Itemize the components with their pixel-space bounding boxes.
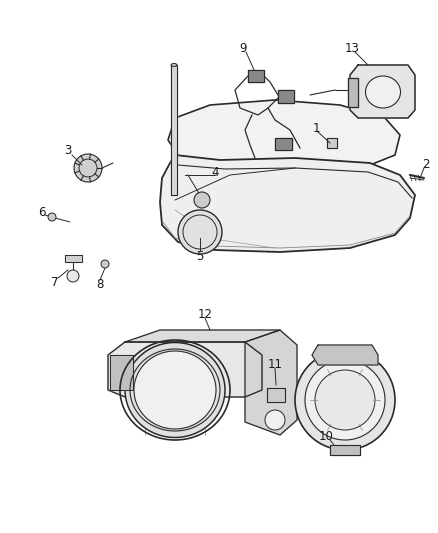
Polygon shape bbox=[312, 345, 378, 365]
Text: 6: 6 bbox=[38, 206, 46, 219]
Polygon shape bbox=[125, 330, 280, 342]
Circle shape bbox=[67, 270, 79, 282]
Polygon shape bbox=[278, 90, 294, 103]
Circle shape bbox=[101, 260, 109, 268]
Polygon shape bbox=[248, 70, 264, 82]
Polygon shape bbox=[108, 342, 262, 397]
Circle shape bbox=[305, 360, 385, 440]
Polygon shape bbox=[350, 65, 415, 118]
Polygon shape bbox=[275, 138, 292, 150]
Ellipse shape bbox=[125, 343, 225, 438]
Polygon shape bbox=[245, 330, 297, 435]
Circle shape bbox=[315, 370, 375, 430]
Circle shape bbox=[74, 154, 102, 182]
Text: 11: 11 bbox=[268, 358, 283, 370]
Text: 4: 4 bbox=[211, 166, 219, 179]
Text: 8: 8 bbox=[96, 278, 104, 290]
Polygon shape bbox=[327, 138, 337, 148]
Text: 7: 7 bbox=[51, 276, 59, 288]
Ellipse shape bbox=[171, 63, 177, 67]
Ellipse shape bbox=[134, 351, 216, 429]
Text: 3: 3 bbox=[64, 144, 72, 157]
Text: 1: 1 bbox=[312, 122, 320, 134]
Circle shape bbox=[48, 213, 56, 221]
Circle shape bbox=[194, 192, 210, 208]
Polygon shape bbox=[168, 100, 400, 165]
Polygon shape bbox=[348, 78, 358, 107]
Polygon shape bbox=[160, 155, 415, 252]
Text: 10: 10 bbox=[318, 430, 333, 442]
Text: 12: 12 bbox=[198, 308, 212, 320]
Text: 2: 2 bbox=[422, 157, 430, 171]
Polygon shape bbox=[65, 255, 82, 262]
Ellipse shape bbox=[365, 76, 400, 108]
Polygon shape bbox=[330, 445, 360, 455]
Text: 13: 13 bbox=[345, 42, 360, 54]
Text: 9: 9 bbox=[239, 42, 247, 54]
Circle shape bbox=[265, 410, 285, 430]
Polygon shape bbox=[267, 388, 285, 402]
Text: 5: 5 bbox=[196, 249, 204, 262]
Polygon shape bbox=[110, 355, 133, 390]
Polygon shape bbox=[171, 65, 177, 195]
Circle shape bbox=[295, 350, 395, 450]
Circle shape bbox=[178, 210, 222, 254]
